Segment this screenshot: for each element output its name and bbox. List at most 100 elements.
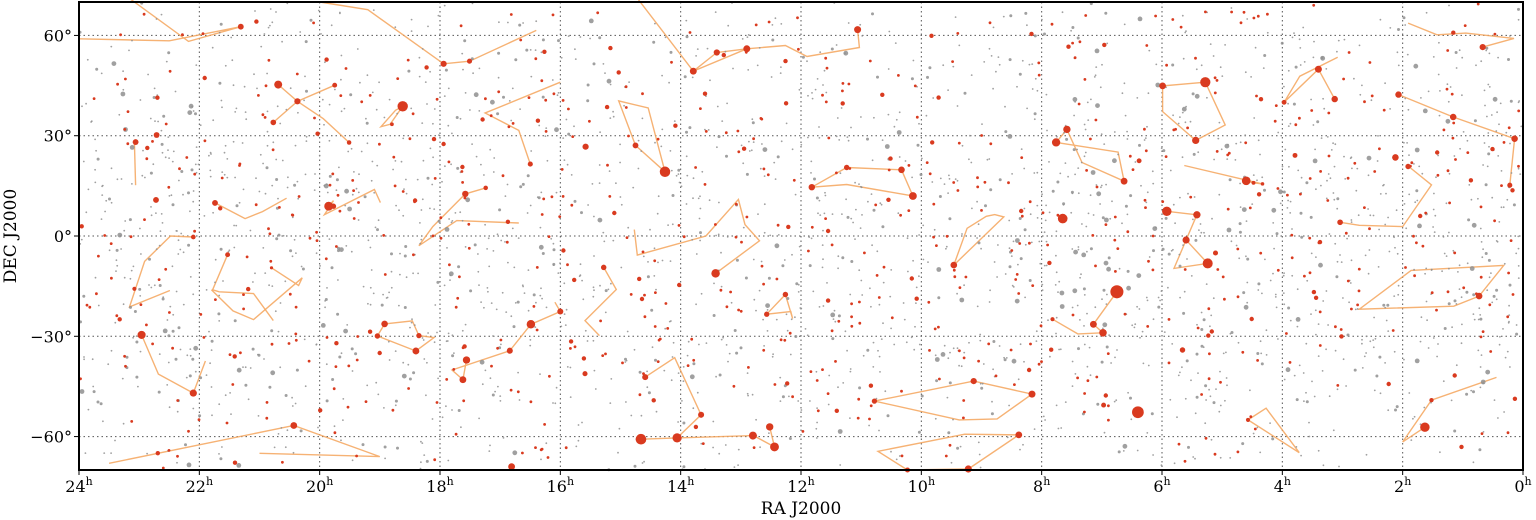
- field-star: [193, 229, 197, 233]
- field-star: [702, 91, 708, 96]
- faint-star: [677, 372, 680, 374]
- faint-star: [1287, 69, 1290, 72]
- field-star: [1107, 418, 1110, 422]
- field-star: [900, 389, 903, 393]
- field-star: [1368, 61, 1372, 64]
- faint-star: [879, 202, 882, 205]
- faint-star: [518, 23, 522, 27]
- faint-star: [535, 301, 537, 304]
- faint-star: [686, 354, 689, 357]
- faint-star: [223, 151, 226, 154]
- faint-star: [441, 180, 443, 183]
- faint-star: [1160, 147, 1163, 150]
- faint-star: [552, 242, 555, 245]
- faint-star: [872, 208, 876, 212]
- faint-star: [1314, 309, 1317, 312]
- faint-star: [773, 161, 776, 164]
- faint-star: [451, 334, 454, 337]
- bright-star: [970, 377, 977, 385]
- faint-star: [1363, 355, 1366, 358]
- faint-star: [498, 21, 500, 24]
- faint-star: [956, 446, 960, 450]
- faint-star: [1039, 262, 1042, 265]
- faint-star: [1104, 11, 1108, 15]
- faint-star: [788, 437, 792, 440]
- faint-star: [369, 286, 372, 289]
- field-star: [914, 296, 919, 301]
- faint-star: [259, 153, 262, 156]
- faint-star: [1282, 190, 1286, 194]
- faint-star: [769, 234, 772, 237]
- faint-star: [1094, 48, 1100, 54]
- faint-star: [1320, 184, 1322, 187]
- faint-star: [1224, 399, 1226, 402]
- faint-star: [1417, 223, 1422, 229]
- faint-star: [187, 191, 190, 195]
- faint-star: [419, 242, 422, 245]
- faint-star: [1094, 306, 1097, 309]
- faint-star: [455, 116, 459, 119]
- faint-star: [1382, 303, 1386, 307]
- faint-star: [872, 366, 875, 368]
- field-star: [604, 352, 607, 356]
- faint-star: [1008, 247, 1011, 250]
- faint-star: [1226, 227, 1232, 233]
- faint-star: [1073, 249, 1078, 255]
- bright-star: [1260, 182, 1265, 186]
- faint-star: [100, 72, 103, 75]
- faint-star: [699, 239, 701, 242]
- faint-star: [1294, 65, 1298, 69]
- faint-star: [1044, 219, 1047, 222]
- field-star: [767, 20, 771, 24]
- faint-star: [375, 381, 378, 384]
- faint-star: [462, 68, 464, 71]
- faint-star: [691, 238, 694, 241]
- faint-star: [833, 309, 836, 312]
- faint-star: [1448, 4, 1450, 7]
- faint-star: [846, 349, 848, 352]
- field-star: [1311, 289, 1317, 295]
- faint-star: [997, 56, 1000, 58]
- faint-star: [681, 400, 683, 402]
- field-star: [445, 378, 449, 381]
- field-star: [816, 409, 820, 413]
- faint-star: [912, 259, 914, 262]
- constellation-line: [133, 142, 137, 186]
- faint-star: [351, 370, 354, 372]
- faint-star: [1370, 99, 1373, 102]
- field-star: [1095, 185, 1099, 189]
- faint-star: [1195, 68, 1198, 71]
- faint-star: [1129, 396, 1132, 400]
- faint-star: [1065, 137, 1069, 141]
- faint-star: [1288, 165, 1290, 168]
- faint-star: [1034, 77, 1037, 80]
- faint-star: [555, 191, 558, 194]
- faint-star: [1157, 305, 1161, 309]
- faint-star: [817, 212, 819, 215]
- field-star: [1326, 199, 1330, 202]
- faint-star: [254, 272, 256, 275]
- faint-star: [809, 400, 811, 402]
- faint-star: [816, 421, 818, 424]
- constellation-line: [1339, 165, 1433, 228]
- faint-star: [161, 151, 164, 154]
- faint-star: [654, 22, 656, 25]
- field-star: [267, 58, 271, 62]
- faint-star: [1139, 336, 1141, 339]
- field-star: [1189, 195, 1193, 199]
- field-star: [511, 122, 515, 125]
- faint-star: [1517, 7, 1520, 11]
- field-star: [1463, 24, 1467, 27]
- field-star: [1047, 260, 1052, 266]
- bright-star: [632, 142, 639, 149]
- faint-star: [1408, 154, 1410, 157]
- faint-star: [1427, 90, 1430, 93]
- faint-star: [1395, 405, 1399, 409]
- field-star: [534, 446, 537, 449]
- faint-star: [1144, 137, 1147, 140]
- faint-star: [423, 454, 426, 456]
- field-star: [155, 95, 160, 100]
- faint-star: [1265, 354, 1268, 356]
- bright-star: [672, 433, 682, 443]
- field-star: [1298, 116, 1301, 120]
